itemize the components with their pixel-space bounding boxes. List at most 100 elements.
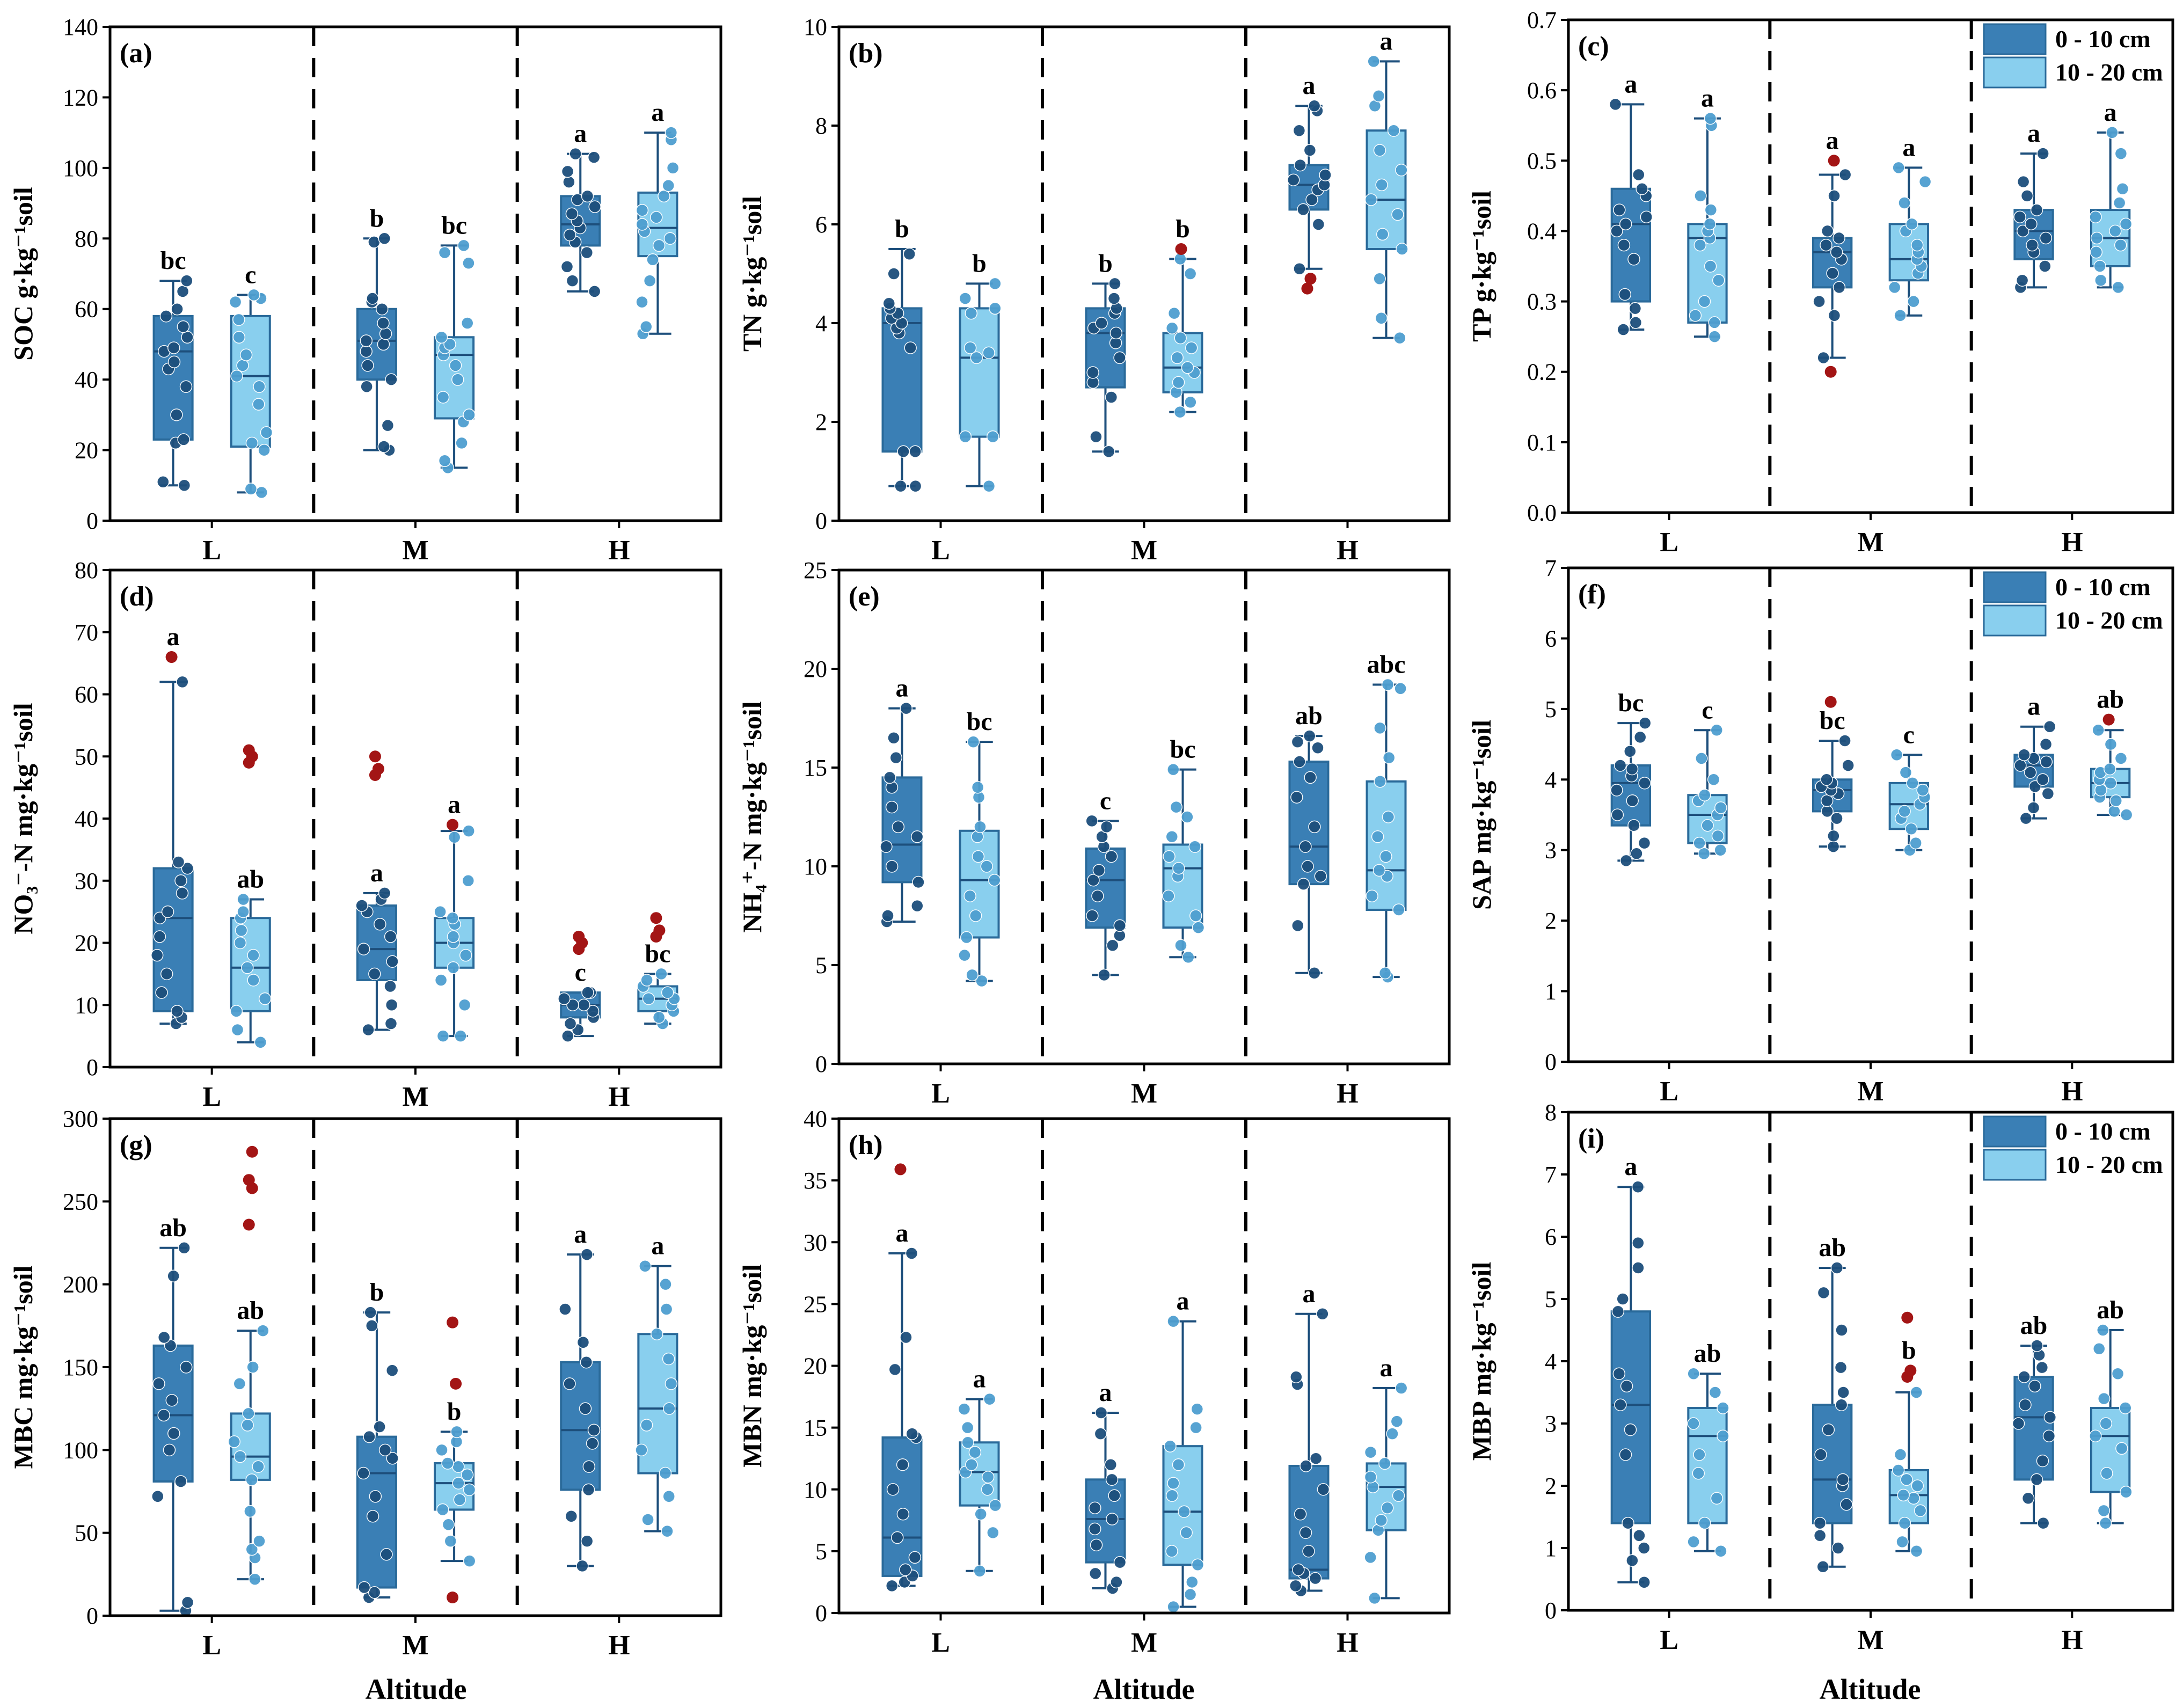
data-point xyxy=(650,211,663,224)
data-point xyxy=(1165,1545,1178,1558)
data-point xyxy=(1305,193,1318,206)
data-point xyxy=(2014,759,2027,772)
data-point xyxy=(1693,1448,1706,1461)
y-tick-label: 0 xyxy=(1545,1049,1557,1075)
data-point xyxy=(2111,1367,2124,1380)
data-point xyxy=(2113,196,2126,209)
data-point xyxy=(911,899,924,913)
data-point xyxy=(1610,784,1623,797)
plot-frame xyxy=(837,568,1451,1065)
data-point xyxy=(1627,253,1640,266)
significance-letter: a xyxy=(1099,1378,1112,1407)
y-tick-label: 4 xyxy=(1545,767,1557,793)
y-tick-label: 250 xyxy=(63,1188,98,1215)
data-point xyxy=(582,1460,596,1473)
data-point xyxy=(1613,759,1627,772)
data-point xyxy=(2104,738,2118,751)
data-point xyxy=(2089,1429,2102,1442)
data-point xyxy=(1309,1452,1323,1465)
significance-letter: c xyxy=(575,958,586,987)
data-point xyxy=(960,931,973,944)
data-point xyxy=(636,295,648,309)
data-point xyxy=(1186,1575,1199,1589)
data-point xyxy=(1184,267,1197,280)
y-axis-label-g: MBC mg·kg⁻¹soil xyxy=(8,1265,38,1469)
data-point xyxy=(454,1030,467,1042)
box-iqr xyxy=(1288,1465,1330,1580)
data-point xyxy=(1712,274,1725,287)
y-tick-label: 2 xyxy=(815,409,827,435)
data-point xyxy=(968,1446,982,1459)
data-point xyxy=(1636,182,1648,195)
significance-letter: a xyxy=(895,674,908,703)
data-point xyxy=(580,1355,593,1369)
data-point xyxy=(1297,878,1310,891)
data-point xyxy=(357,1581,371,1594)
y-tick-label: 7 xyxy=(1545,1162,1557,1188)
data-point xyxy=(970,351,983,364)
data-point xyxy=(155,986,168,999)
data-point xyxy=(1303,729,1316,742)
x-tick-label-H: H xyxy=(608,535,630,566)
y-tick-label: 0 xyxy=(1545,1597,1557,1624)
data-point xyxy=(252,398,265,411)
data-point xyxy=(436,391,450,404)
data-point xyxy=(559,1303,572,1316)
data-point xyxy=(1631,1180,1645,1193)
legend: 0 - 10 cm 10 - 20 cm xyxy=(1983,571,2163,637)
y-tick-label: 40 xyxy=(75,806,98,832)
y-tick-label: 2 xyxy=(1545,908,1557,934)
data-point xyxy=(896,1458,909,1471)
data-point xyxy=(1167,763,1180,776)
data-point xyxy=(887,732,900,744)
data-point xyxy=(658,189,670,203)
data-point xyxy=(179,380,193,393)
y-tick-label: 10 xyxy=(804,14,827,40)
data-point xyxy=(982,346,995,359)
significance-letter: b xyxy=(370,204,384,232)
data-point xyxy=(1086,909,1099,922)
data-point xyxy=(1817,1286,1830,1300)
data-point xyxy=(1094,1406,1108,1419)
box-L-0-10: ab xyxy=(151,1214,194,1617)
data-point xyxy=(385,1364,399,1377)
data-point xyxy=(1089,1522,1101,1536)
box-L-10-20: b xyxy=(959,249,1002,493)
data-point xyxy=(906,1427,918,1440)
y-tick-label: 2 xyxy=(1545,1473,1557,1499)
data-point xyxy=(438,454,451,468)
data-point xyxy=(241,1419,254,1432)
significance-letter: b xyxy=(1098,249,1113,278)
data-point xyxy=(1299,1526,1312,1539)
data-point xyxy=(1106,1513,1119,1525)
box-L-10-20: a xyxy=(958,1365,1002,1578)
data-point xyxy=(452,1477,465,1490)
data-point xyxy=(381,419,395,432)
data-point xyxy=(981,1470,995,1484)
x-tick-label-H: H xyxy=(2061,1625,2083,1655)
data-point xyxy=(1171,351,1184,364)
data-point xyxy=(651,1327,663,1341)
data-point xyxy=(2028,780,2042,793)
data-point xyxy=(1174,331,1187,345)
data-point xyxy=(1618,288,1632,301)
data-point xyxy=(1888,281,1901,294)
data-point xyxy=(1687,1367,1700,1380)
data-point xyxy=(1189,1421,1202,1434)
data-point xyxy=(1290,791,1303,804)
box-H-0-10: a xyxy=(560,120,601,298)
data-point xyxy=(1178,1505,1191,1518)
data-point xyxy=(380,1548,393,1561)
data-point xyxy=(377,440,391,453)
data-point xyxy=(1172,862,1185,875)
y-tick-label: 300 xyxy=(63,1106,98,1132)
y-tick-label: 0 xyxy=(86,1603,98,1629)
data-point xyxy=(178,479,191,492)
significance-letter: bc xyxy=(645,939,670,968)
data-point xyxy=(167,1269,180,1282)
box-L-10-20: bc xyxy=(958,707,1001,988)
significance-letter: ab xyxy=(2097,685,2124,714)
data-point xyxy=(463,408,476,421)
data-point xyxy=(378,887,391,900)
data-point xyxy=(360,345,373,358)
